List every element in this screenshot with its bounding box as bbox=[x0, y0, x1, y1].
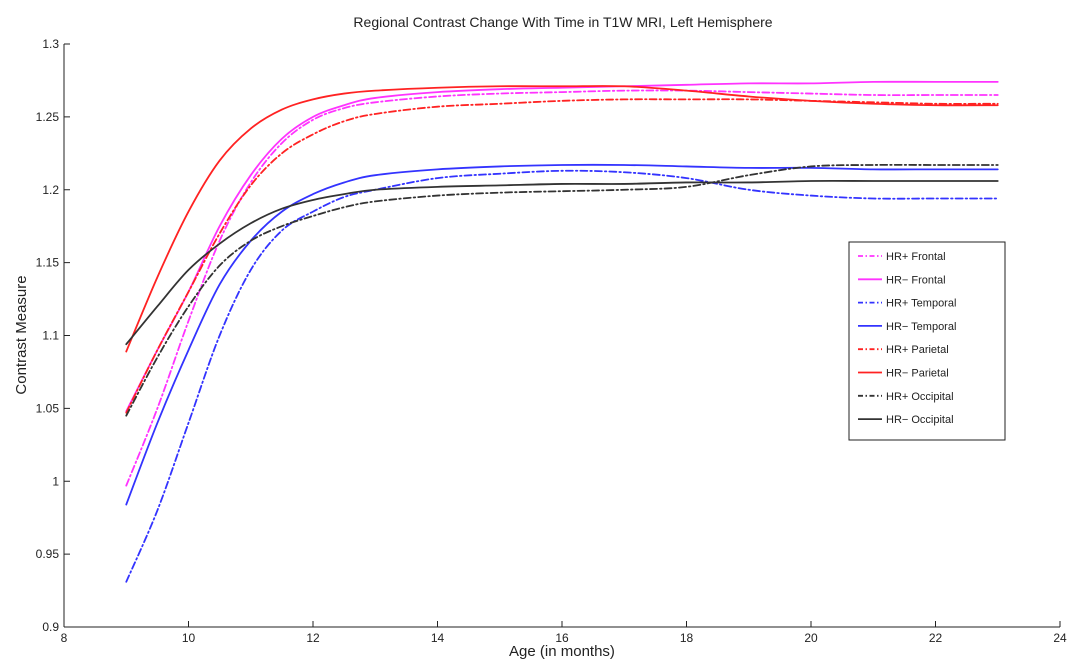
x-axis-ticks: 8 10 12 14 16 18 20 22 24 bbox=[61, 621, 1067, 645]
y-axis-label: Contrast Measure bbox=[13, 275, 30, 394]
x-tick-label: 10 bbox=[182, 631, 196, 645]
series-line-3 bbox=[125, 169, 999, 583]
series-line-2 bbox=[125, 80, 999, 413]
legend-label: HR− Parietal bbox=[886, 368, 949, 380]
x-tick-label: 14 bbox=[431, 631, 445, 645]
x-axis-label: Age (in months) bbox=[509, 643, 615, 660]
x-tick-label: 18 bbox=[680, 631, 694, 645]
legend-label: HR− Temporal bbox=[886, 321, 956, 333]
y-tick-label: 1.1 bbox=[42, 329, 59, 343]
series-line-8 bbox=[125, 180, 999, 346]
y-axis-ticks: 0.9 0.95 1 1.05 1.1 1.15 1.2 1.25 1.3 bbox=[36, 37, 70, 634]
series-line-7 bbox=[125, 163, 999, 417]
legend-label: HR− Frontal bbox=[886, 274, 946, 286]
y-tick-label: 0.9 bbox=[42, 620, 59, 634]
x-tick-label: 20 bbox=[804, 631, 818, 645]
legend-items: HR+ Frontal HR− Frontal HR+ Temporal HR− Te… bbox=[858, 251, 956, 426]
y-tick-label: 0.95 bbox=[36, 547, 60, 561]
y-tick-label: 1.15 bbox=[36, 256, 60, 270]
y-tick-label: 1.3 bbox=[42, 37, 59, 51]
legend-label: HR+ Temporal bbox=[886, 298, 956, 310]
x-tick-label: 24 bbox=[1053, 631, 1067, 645]
series-line-1 bbox=[125, 89, 999, 487]
legend-box bbox=[848, 241, 1006, 441]
x-tick-label: 22 bbox=[929, 631, 943, 645]
x-tick-label: 16 bbox=[555, 631, 569, 645]
y-tick-label: 1 bbox=[52, 474, 59, 488]
y-tick-label: 1.05 bbox=[36, 401, 60, 415]
legend-label: HR+ Frontal bbox=[886, 251, 946, 263]
legend-label: HR+ Occipital bbox=[886, 391, 954, 403]
series-line-4 bbox=[125, 163, 999, 506]
x-tick-label: 8 bbox=[61, 631, 68, 645]
legend-label: HR− Occipital bbox=[886, 414, 954, 426]
y-tick-label: 1.2 bbox=[42, 183, 59, 197]
series-line-6 bbox=[125, 85, 999, 353]
y-tick-label: 1.25 bbox=[36, 110, 60, 124]
legend-label: HR+ Parietal bbox=[886, 344, 949, 356]
legend: HR+ Frontal HR− Frontal HR+ Temporal HR− Te… bbox=[848, 241, 1006, 441]
series-lines bbox=[125, 80, 999, 583]
chart-title: Regional Contrast Change With Time in T1… bbox=[353, 14, 772, 30]
x-tick-label: 12 bbox=[306, 631, 320, 645]
